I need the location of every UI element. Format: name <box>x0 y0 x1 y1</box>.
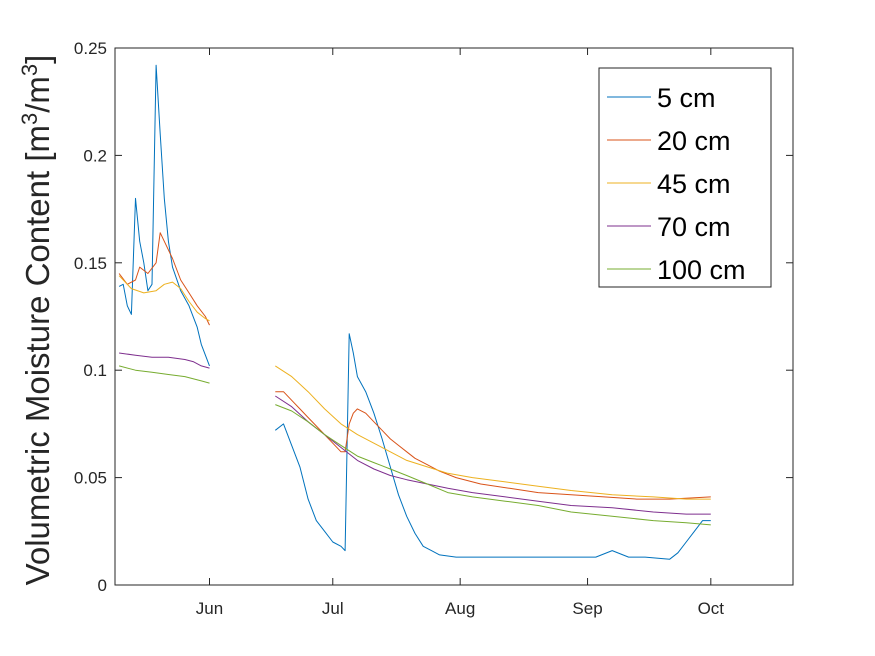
series-20-cm <box>118 232 711 500</box>
series-layer <box>118 64 711 560</box>
series-line-segment <box>275 404 711 526</box>
y-axis-label-superscript: 3 <box>17 113 42 125</box>
plot-frame <box>114 47 794 586</box>
legend-label: 100 cm <box>657 255 746 285</box>
y-tick-label: 0.1 <box>83 361 107 380</box>
x-axis-ticks: Jun Jul Aug Sep Oct <box>196 48 725 618</box>
legend-label: 20 cm <box>657 126 731 156</box>
series-line-segment <box>119 352 210 369</box>
y-axis-label-part: /m <box>19 76 56 113</box>
x-tick-label: Aug <box>445 599 475 618</box>
y-axis-ticks: 0 0.05 0.1 0.15 0.2 0.25 <box>74 39 793 595</box>
y-axis-label-part: ] <box>19 55 56 64</box>
y-tick-label: 0.15 <box>74 254 107 273</box>
y-axis-label-part: Volumetric Moisture Content [m <box>19 125 56 585</box>
series-line-segment <box>118 64 210 367</box>
series-45-cm <box>118 275 711 500</box>
y-axis-label-superscript: 3 <box>17 64 42 76</box>
x-tick-label: Jun <box>196 599 223 618</box>
legend-label: 70 cm <box>657 212 731 242</box>
x-tick-label: Oct <box>698 599 725 618</box>
y-axis-label: Volumetric Moisture Content [m3/m3] <box>17 55 57 586</box>
series-100-cm <box>118 365 711 526</box>
y-tick-label: 0.05 <box>74 469 107 488</box>
series-line-segment <box>118 275 210 322</box>
y-tick-label: 0 <box>98 576 107 595</box>
legend-label: 5 cm <box>657 83 716 113</box>
x-tick-label: Sep <box>572 599 602 618</box>
series-line-segment <box>275 391 711 500</box>
series-line-segment <box>275 365 711 500</box>
legend-label: 45 cm <box>657 169 731 199</box>
series-line-segment <box>118 365 210 384</box>
series-line-segment <box>118 232 210 326</box>
legend: 5 cm 20 cm 45 cm 70 cm 100 cm <box>598 67 772 288</box>
legend-items: 5 cm 20 cm 45 cm 70 cm 100 cm <box>607 83 746 285</box>
y-tick-label: 0.2 <box>83 146 107 165</box>
y-tick-label: 0.25 <box>74 39 107 58</box>
series-line-segment <box>274 333 711 560</box>
legend-box <box>598 67 772 288</box>
series-5-cm <box>118 64 711 560</box>
x-tick-label: Jul <box>322 599 344 618</box>
